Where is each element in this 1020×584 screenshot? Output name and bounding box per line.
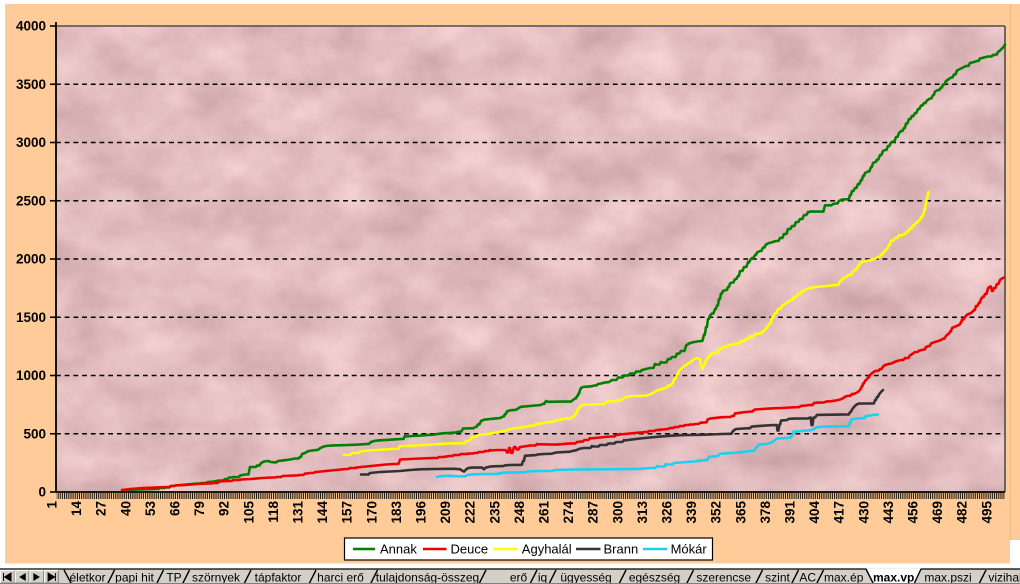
svg-text:196: 196: [414, 501, 429, 524]
svg-text:vizihal: vizihal: [988, 571, 1020, 584]
svg-text:404: 404: [807, 501, 822, 524]
svg-text:1500: 1500: [16, 310, 46, 325]
svg-text:tápfaktor: tápfaktor: [255, 571, 302, 584]
svg-text:287: 287: [586, 501, 601, 524]
svg-text:max.pszi: max.pszi: [924, 571, 971, 584]
svg-text:3000: 3000: [16, 135, 46, 150]
svg-text:365: 365: [733, 501, 748, 524]
svg-text:157: 157: [340, 501, 355, 524]
svg-text:szint: szint: [765, 571, 790, 584]
svg-text:456: 456: [906, 501, 921, 524]
svg-text:életkor: életkor: [69, 571, 105, 584]
svg-text:1000: 1000: [16, 368, 46, 383]
svg-text:2500: 2500: [16, 193, 46, 208]
svg-text:erő: erő: [510, 571, 528, 584]
svg-text:66: 66: [168, 501, 183, 517]
svg-text:1: 1: [45, 501, 60, 509]
svg-text:4000: 4000: [16, 19, 46, 34]
svg-text:Mókár: Mókár: [671, 542, 708, 557]
svg-text:40: 40: [118, 501, 133, 516]
svg-text:144: 144: [315, 501, 330, 524]
svg-text:209: 209: [438, 501, 453, 524]
svg-text:iq: iq: [538, 571, 547, 584]
svg-text:443: 443: [881, 501, 896, 524]
svg-text:79: 79: [192, 501, 207, 516]
svg-text:313: 313: [635, 501, 650, 524]
svg-text:max.vp: max.vp: [873, 571, 914, 584]
svg-text:2000: 2000: [16, 252, 46, 267]
svg-text:500: 500: [23, 426, 46, 441]
svg-text:Brann: Brann: [604, 542, 639, 557]
svg-text:max.ép: max.ép: [824, 571, 864, 584]
svg-text:274: 274: [561, 501, 576, 524]
svg-text:183: 183: [389, 501, 404, 524]
svg-text:235: 235: [487, 501, 502, 524]
svg-text:118: 118: [266, 501, 281, 523]
svg-text:egészség: egészség: [629, 571, 680, 584]
svg-text:szörnyek: szörnyek: [192, 571, 241, 584]
svg-text:92: 92: [217, 501, 232, 516]
svg-text:TP: TP: [166, 571, 181, 584]
svg-text:AC: AC: [799, 571, 816, 584]
svg-text:53: 53: [143, 501, 158, 517]
svg-text:378: 378: [758, 501, 773, 524]
svg-text:417: 417: [832, 501, 847, 524]
svg-text:3500: 3500: [16, 77, 46, 92]
svg-text:ügyesség: ügyesség: [560, 571, 611, 584]
svg-text:469: 469: [930, 501, 945, 524]
svg-text:14: 14: [69, 501, 84, 517]
svg-text:300: 300: [610, 501, 625, 524]
svg-text:Annak: Annak: [380, 542, 417, 557]
svg-text:326: 326: [660, 501, 675, 524]
svg-text:Deuce: Deuce: [451, 542, 489, 557]
svg-text:harci erő: harci erő: [317, 571, 364, 584]
svg-text:482: 482: [955, 501, 970, 524]
svg-text:339: 339: [684, 501, 699, 524]
svg-text:0: 0: [38, 485, 46, 500]
svg-text:248: 248: [512, 501, 527, 524]
svg-text:105: 105: [241, 501, 256, 524]
svg-text:131: 131: [291, 501, 306, 524]
svg-text:tulajdonság-összeg: tulajdonság-összeg: [376, 571, 479, 584]
svg-text:szerencse: szerencse: [696, 571, 751, 584]
svg-text:222: 222: [463, 501, 478, 524]
svg-text:352: 352: [709, 501, 724, 524]
svg-text:391: 391: [783, 501, 798, 524]
svg-text:495: 495: [979, 501, 994, 524]
svg-text:430: 430: [856, 501, 871, 524]
svg-text:261: 261: [537, 501, 552, 524]
svg-text:papi hit: papi hit: [115, 571, 154, 584]
svg-text:27: 27: [94, 501, 109, 516]
svg-text:Agyhalál: Agyhalál: [522, 542, 572, 557]
svg-text:170: 170: [364, 501, 379, 524]
